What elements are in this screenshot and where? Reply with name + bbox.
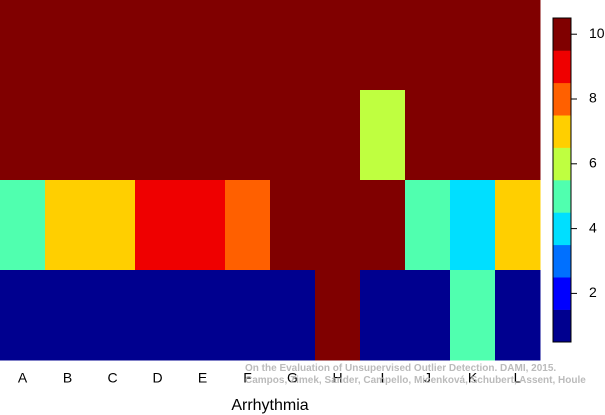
heatmap-cell [360,90,406,181]
annotation: Campos, Zimek, Sander, Campello, Micenko… [245,375,586,386]
x-tick-label: I [381,370,385,386]
x-tick-label: A [18,370,28,386]
heatmap-cell [0,180,46,271]
heatmap-cell [450,180,496,271]
x-tick-label: B [63,370,72,386]
heatmap-cell [45,270,91,361]
heatmap-cell [0,270,46,361]
heatmap-cell [405,270,451,361]
heatmap-cell [0,0,46,91]
heatmap-cell [270,90,316,181]
heatmap-cell [495,180,541,271]
colorbar-tick-label: 8 [589,90,597,106]
colorbar-segment [553,212,571,246]
x-tick-label: H [332,370,342,386]
heatmap-cell [180,270,226,361]
x-tick-label: L [514,370,522,386]
heatmap-cell [45,180,91,271]
heatmap-cell [90,90,136,181]
heatmap-cell [135,270,181,361]
x-tick-label: E [198,370,207,386]
colorbar-segment [553,309,571,343]
heatmap-cell [135,180,181,271]
heatmap-cell [225,90,271,181]
heatmap-cell [450,270,496,361]
heatmap-cell [45,0,91,91]
heatmap-cell [315,90,361,181]
heatmap-cell [180,90,226,181]
heatmap-cell [495,270,541,361]
colorbar-segment [553,244,571,278]
heatmap-cell [405,180,451,271]
heatmap-cell [360,0,406,91]
heatmap-cell [90,0,136,91]
colorbar-tick-label: 10 [589,25,605,41]
colorbar-segment [553,115,571,148]
heatmap-cell [270,0,316,91]
heatmap-cell [135,90,181,181]
x-tick-label: F [243,370,252,386]
colorbar-segment [553,82,571,116]
heatmap-cell [225,180,271,271]
colorbar-segment [553,277,571,310]
heatmap-cell [450,90,496,181]
heatmap-cell [315,180,361,271]
colorbar-tick-label: 2 [589,284,597,300]
heatmap-cell [360,270,406,361]
heatmap-cell [405,0,451,91]
x-tick-label: D [152,370,162,386]
heatmap-cell [0,90,46,181]
heatmap-cell [90,180,136,271]
x-tick-label: J [424,370,431,386]
annotation: On the Evaluation of Unsupervised Outlie… [245,363,556,374]
heatmap-cell [180,180,226,271]
heatmap-cell [495,0,541,91]
colorbar-segment [553,180,571,213]
heatmap-cell [405,90,451,181]
x-tick-label: C [107,370,117,386]
colorbar-segment [553,147,571,181]
heatmap-cell [225,270,271,361]
heatmap-cell [225,0,271,91]
colorbar-segment [553,18,571,51]
heatmap-cell [135,0,181,91]
heatmap-cell [315,270,361,361]
heatmap-cell [270,180,316,271]
heatmap-cell [180,0,226,91]
x-axis-label: Arrhythmia [231,397,308,414]
colorbar-frame [552,17,572,343]
x-tick-label: K [468,370,478,386]
heatmap-cell [315,0,361,91]
heatmap-cell [450,0,496,91]
heatmap-cell [360,180,406,271]
colorbar-tick-label: 6 [589,155,597,171]
colorbar-tick-label: 4 [589,219,597,235]
colorbar-segment [553,50,571,84]
heatmap-cell [45,90,91,181]
heatmap-cell [90,270,136,361]
heatmap-cell [495,90,541,181]
heatmap-cell [270,270,316,361]
x-tick-label: G [287,370,298,386]
